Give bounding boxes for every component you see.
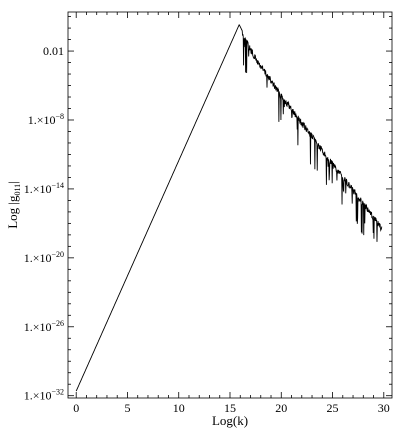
y-tick-label: 1.×10−8 [28, 112, 64, 127]
y-tick-label: 1.×10−14 [24, 181, 64, 196]
x-axis: 0 5 10 15 20 25 30 [73, 12, 390, 415]
plot-frame [67, 11, 393, 399]
y-axis-label-suffix: | [5, 181, 20, 184]
x-tick-label: 0 [73, 401, 79, 415]
x-tick-label: 25 [327, 401, 339, 415]
x-axis-label: Log(k) [212, 413, 248, 428]
y-tick-label: 0.01 [43, 44, 64, 58]
y-axis-label-subscript: 011 [13, 184, 22, 196]
x-tick-label: 10 [173, 401, 185, 415]
x-tick-label: 15 [224, 401, 236, 415]
x-tick-label: 20 [275, 401, 287, 415]
y-tick-label: 1.×10−32 [24, 388, 64, 403]
y-axis-label-main: Log |g [5, 195, 20, 229]
y-axis-label: Log |g011| [5, 181, 22, 229]
y-tick-label: 1.×10−26 [24, 319, 64, 334]
x-tick-label: 5 [124, 401, 130, 415]
y-tick-label: 1.×10−20 [24, 250, 64, 265]
x-tick-label: 30 [378, 401, 390, 415]
y-axis: 0.01 1.×10−8 1.×10−14 1.×10−20 1.×10−26 1.×10… [24, 16, 392, 403]
series-line [75, 23, 383, 392]
